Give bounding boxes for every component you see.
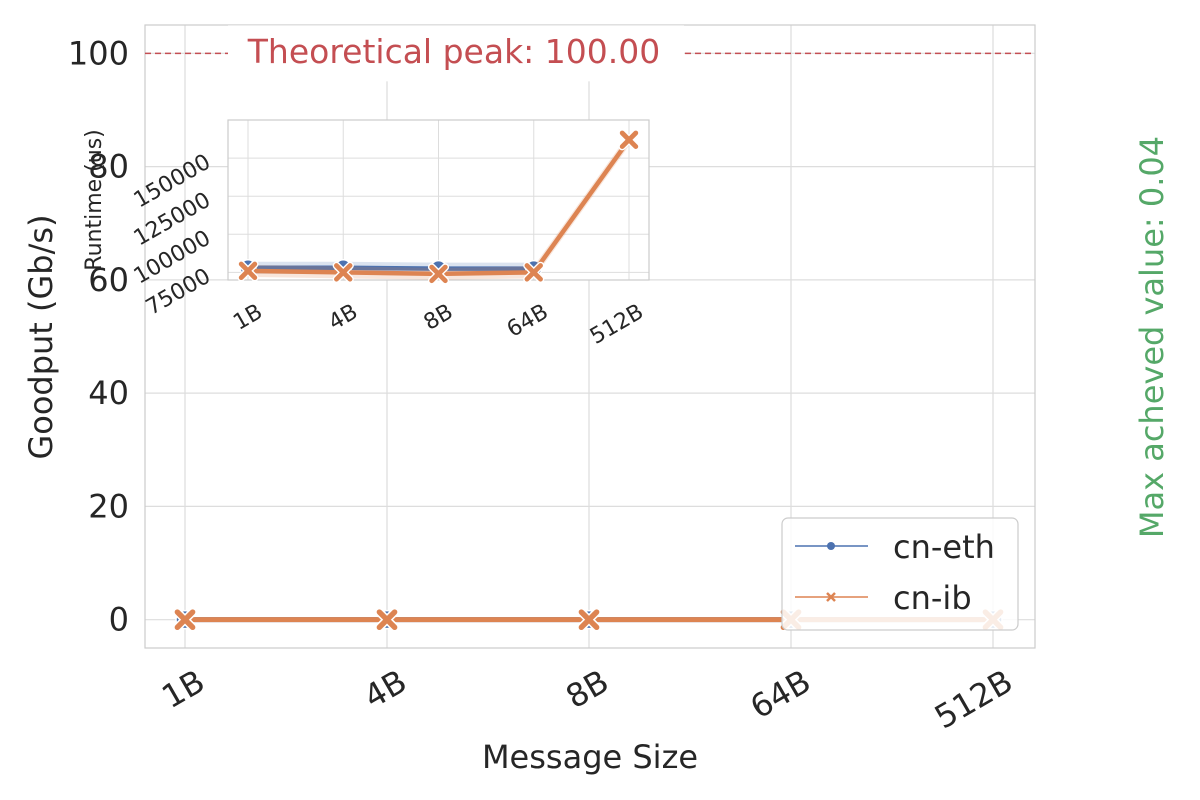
- main-plot-frame: [144, 24, 1036, 649]
- legend-label-cn-ib: cn-ib: [893, 579, 972, 617]
- main-y-tick-100: 100: [68, 34, 129, 72]
- inset-x-tick-1b: 1B: [229, 300, 267, 336]
- main-x-tick-labels: 1B 4B 8B 64B 512B: [155, 662, 1019, 736]
- main-point-cn-ib-8b: [577, 607, 601, 632]
- legend: cn-eth cn-ib: [781, 517, 1019, 631]
- main-y-tick-40: 40: [88, 374, 129, 412]
- main-point-cn-ib-4b: [375, 607, 399, 632]
- main-x-tick-512b: 512B: [928, 662, 1019, 736]
- main-x-tick-1b: 1B: [155, 662, 211, 716]
- inset-point-cn-ib-1b: [237, 260, 259, 282]
- inset-x-tick-4b: 4B: [325, 300, 363, 336]
- x-axis-label: Message Size: [482, 738, 698, 776]
- inset-plot-frame: [227, 119, 650, 281]
- main-y-tick-60: 60: [88, 261, 129, 299]
- peak-label-background: [228, 25, 684, 82]
- inset-point-cn-ib-4b: [332, 261, 354, 283]
- main-x-tick-64b: 64B: [744, 662, 817, 726]
- max-achieved-label: Max acheved value: 0.04: [1133, 136, 1171, 538]
- inset-x-tick-8b: 8B: [420, 300, 458, 336]
- main-x-tick-8b: 8B: [559, 662, 615, 716]
- inset-y-axis-label: Runtime (us): [82, 129, 107, 270]
- legend-label-cn-eth: cn-eth: [893, 528, 995, 566]
- main-y-tick-80: 80: [88, 148, 129, 186]
- main-x-tick-4b: 4B: [357, 662, 413, 716]
- inset-point-cn-ib-8b: [427, 263, 450, 285]
- legend-marker-cn-eth: [827, 542, 835, 550]
- peak-label: Theoretical peak: 100.00: [247, 32, 661, 71]
- legend-marker-cn-ib: [826, 592, 836, 602]
- y-axis-label: Goodput (Gb/s): [22, 214, 60, 459]
- main-y-tick-labels: 0 20 40 60 80 100: [68, 34, 129, 638]
- main-y-tick-20: 20: [88, 487, 129, 525]
- inset-series-group: [237, 129, 640, 285]
- main-y-tick-0: 0: [109, 601, 129, 639]
- inset-x-tick-labels: 1B 4B 8B 64B 512B: [229, 300, 648, 350]
- inset-x-tick-512b: 512B: [586, 300, 648, 350]
- inset-line-cn-eth: [248, 265, 534, 271]
- inset-x-tick-64b: 64B: [503, 300, 553, 343]
- inset-point-cn-ib-512b: [618, 129, 640, 151]
- inset-point-cn-ib-64b: [523, 261, 545, 283]
- main-point-cn-ib-1b: [173, 607, 197, 632]
